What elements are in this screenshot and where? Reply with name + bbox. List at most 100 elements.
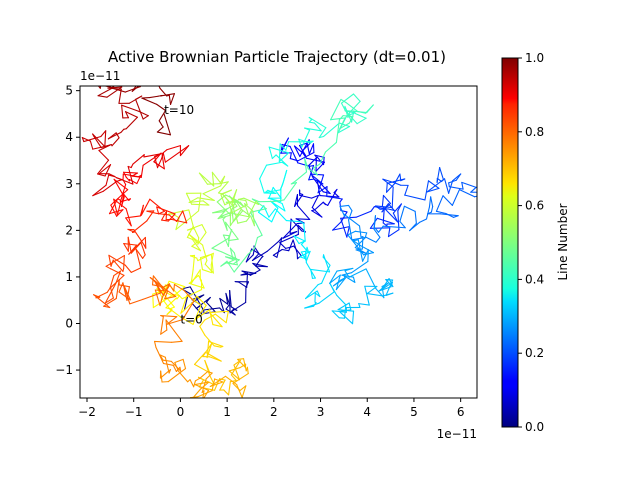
trajectory-segment xyxy=(227,238,239,242)
trajectory-segment xyxy=(104,297,114,304)
trajectory-segment xyxy=(214,313,227,324)
trajectory-segment xyxy=(123,243,138,246)
trajectory-segment xyxy=(246,272,249,288)
trajectory-segment xyxy=(83,135,102,143)
trajectory-segment xyxy=(310,268,331,273)
trajectory-segment xyxy=(373,226,380,233)
trajectory-segment xyxy=(125,176,130,182)
trajectory-segment xyxy=(293,235,306,242)
trajectory-segment xyxy=(162,283,171,296)
trajectory-segment xyxy=(219,297,225,314)
trajectory-segment xyxy=(394,173,401,184)
trajectory-segment xyxy=(285,141,290,151)
trajectory-segment xyxy=(126,286,130,302)
trajectory-segment xyxy=(141,97,151,99)
trajectory-segment xyxy=(309,140,314,144)
trajectory-segment xyxy=(304,290,318,300)
trajectory-segment xyxy=(298,144,307,156)
trajectory-segment xyxy=(111,87,126,93)
trajectory-segment xyxy=(435,210,447,215)
trajectory-segment xyxy=(102,180,118,192)
trajectory-segment xyxy=(344,110,358,125)
trajectory-segment xyxy=(160,316,164,335)
trajectory-segment xyxy=(247,247,256,255)
trajectory-segment xyxy=(156,131,172,136)
x-tick-label: 2 xyxy=(270,405,278,419)
trajectory-segment xyxy=(394,182,402,186)
trajectory-segment xyxy=(311,210,323,218)
trajectory-segment xyxy=(332,226,350,231)
trajectory-segment xyxy=(348,302,352,311)
trajectory-segment xyxy=(89,140,94,150)
trajectory-segment xyxy=(221,189,232,195)
trajectory-segment xyxy=(109,275,115,289)
trajectory-segment xyxy=(174,358,184,364)
trajectory-segment xyxy=(308,119,313,123)
trajectory-segment xyxy=(118,88,122,104)
trajectory-segment xyxy=(104,130,107,148)
x-tick-label: −1 xyxy=(125,405,143,419)
trajectory-segment xyxy=(98,149,110,161)
trajectory-segment xyxy=(309,164,315,167)
trajectory-segment xyxy=(161,297,171,310)
trajectory-segment xyxy=(229,379,237,383)
trajectory-segment xyxy=(366,285,378,295)
trajectory-segment xyxy=(387,229,400,238)
trajectory-segment xyxy=(124,264,132,273)
trajectory-segment xyxy=(335,278,340,291)
trajectory-segment xyxy=(345,101,359,113)
trajectory-segment xyxy=(295,218,305,224)
trajectory-segment xyxy=(167,209,190,215)
trajectory-segment xyxy=(189,286,198,299)
trajectory-segment xyxy=(131,175,142,178)
trajectory-segment xyxy=(154,280,162,294)
trajectory-segment xyxy=(237,198,247,202)
trajectory-segment xyxy=(322,254,331,273)
trajectory-segment xyxy=(293,145,307,156)
trajectory-segment xyxy=(297,151,315,162)
trajectory-segment xyxy=(340,211,348,223)
trajectory-segment xyxy=(208,341,224,348)
trajectory-segment xyxy=(217,214,232,220)
trajectory-segment xyxy=(243,358,247,372)
trajectory-segment xyxy=(176,210,184,222)
trajectory-segment xyxy=(448,179,457,184)
trajectory-segment xyxy=(340,98,347,104)
trajectory-segment xyxy=(166,316,178,325)
trajectory-segment xyxy=(156,103,167,112)
trajectory-segment xyxy=(195,304,207,320)
trajectory-segment xyxy=(110,259,114,267)
colorbar-tick-label: 0.2 xyxy=(525,346,544,360)
trajectory-segment xyxy=(199,371,209,379)
trajectory-segment xyxy=(264,189,269,194)
trajectory-segment xyxy=(255,265,268,268)
trajectory-segment xyxy=(308,116,327,129)
trajectory-segment xyxy=(304,305,315,309)
trajectory-segment xyxy=(251,250,268,262)
trajectory-segment xyxy=(268,146,273,160)
trajectory-segment xyxy=(231,310,236,316)
trajectory-segment xyxy=(116,179,123,182)
trajectory-segment xyxy=(373,206,385,210)
trajectory-segment xyxy=(364,285,370,306)
trajectory-segment xyxy=(154,289,161,307)
trajectory-segment xyxy=(365,104,374,114)
trajectory-segment xyxy=(299,256,306,259)
trajectory-segment xyxy=(164,145,190,163)
trajectory-segment xyxy=(356,117,367,125)
trajectory-segment xyxy=(271,207,279,223)
y-axis-ticks: −1 0 1 2 3 4 5 xyxy=(55,84,80,377)
trajectory-segment xyxy=(283,182,298,201)
trajectory-segment xyxy=(107,86,123,89)
trajectory-segment xyxy=(228,366,241,372)
trajectory-segment xyxy=(204,259,208,265)
trajectory-segment xyxy=(241,270,257,274)
trajectory-segment xyxy=(281,143,291,148)
trajectory-segment xyxy=(337,302,350,311)
trajectory-segment xyxy=(359,244,375,254)
trajectory-segment xyxy=(382,292,394,297)
trajectory-segment xyxy=(232,373,249,385)
trajectory-segment xyxy=(285,246,291,249)
trajectory-segment xyxy=(391,186,394,209)
trajectory-segment xyxy=(170,218,188,224)
